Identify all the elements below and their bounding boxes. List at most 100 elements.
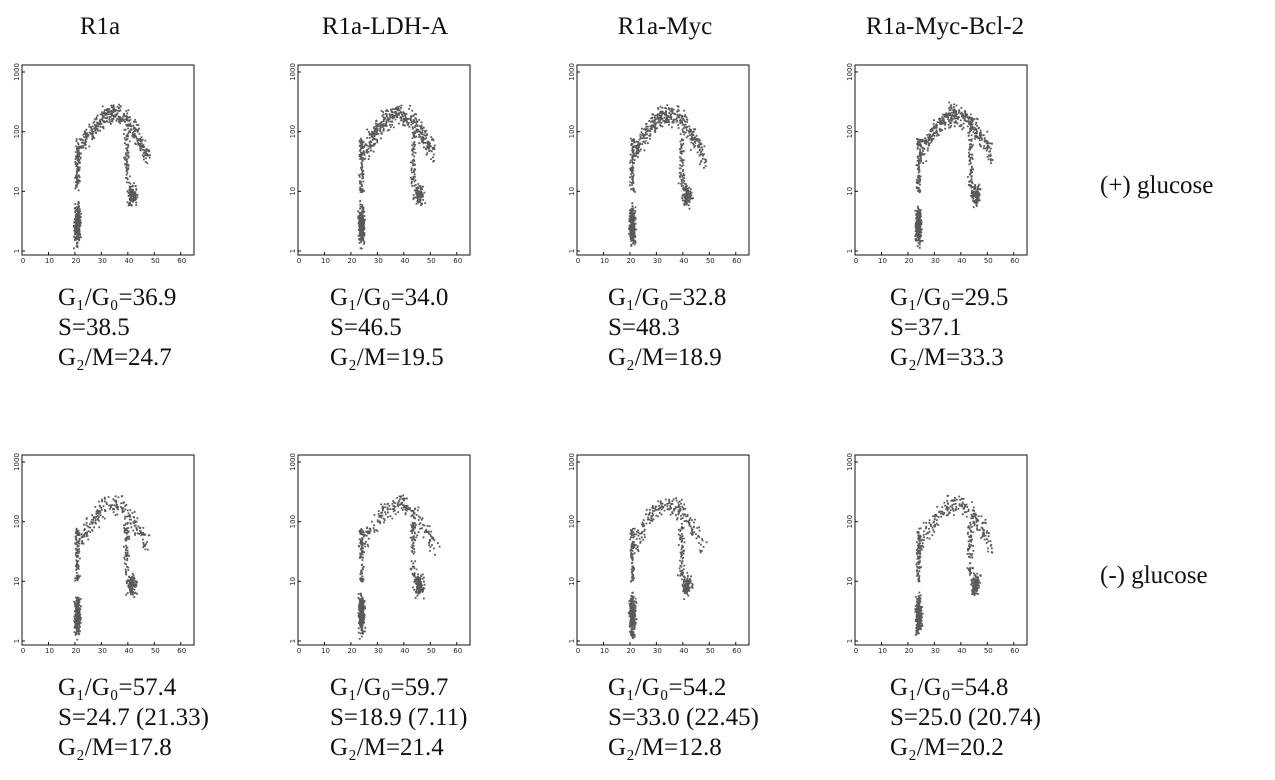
x-tick-label: 60	[1010, 257, 1019, 265]
x-tick-label: 50	[984, 257, 993, 265]
y-tick-label: 100	[846, 125, 854, 138]
x-tick-label: 20	[347, 647, 356, 655]
phase-stat: G₂/M=18.9	[608, 344, 722, 371]
row-label: (+) glucose	[1100, 172, 1213, 199]
phase-stat: G₁/G₀=34.0	[330, 284, 448, 311]
y-tick-label: 1	[13, 249, 21, 253]
x-tick-label: 60	[177, 647, 186, 655]
x-tick-label: 20	[626, 257, 635, 265]
y-tick-label: 1	[568, 249, 576, 253]
y-tick-label: 1	[846, 249, 854, 253]
y-tick-label: 1	[289, 639, 297, 643]
x-tick-label: 40	[400, 257, 409, 265]
y-tick-label: 100	[289, 515, 297, 528]
x-tick-label: 50	[151, 647, 160, 655]
x-tick-label: 50	[427, 647, 436, 655]
y-tick-label: 1000	[846, 453, 854, 471]
plot-frame	[21, 64, 195, 256]
phase-stat: G₁/G₀=59.7	[330, 674, 448, 701]
phase-stat: S=24.7 (21.33)	[58, 704, 209, 731]
column-title: R1a	[80, 13, 120, 40]
phase-stat: G₂/M=21.4	[330, 734, 444, 761]
x-tick-label: 60	[732, 257, 741, 265]
x-tick-label: 50	[706, 647, 715, 655]
x-tick-label: 30	[931, 647, 940, 655]
phase-stat: G₁/G₀=54.8	[890, 674, 1008, 701]
y-tick-label: 1	[289, 249, 297, 253]
x-tick-label: 0	[21, 647, 25, 655]
column-title: R1a-Myc-Bcl-2	[866, 13, 1024, 40]
flow-plot: 0 10 20 30 40 50 60 1 10 100 1000	[289, 63, 471, 265]
y-tick-label: 100	[13, 515, 21, 528]
y-tick-label: 100	[846, 515, 854, 528]
y-tick-label: 10	[846, 187, 854, 196]
y-tick-label: 100	[289, 125, 297, 138]
cell-dots	[627, 497, 708, 639]
phase-stat: G₂/M=33.3	[890, 344, 1004, 371]
x-tick-label: 60	[453, 257, 462, 265]
x-tick-label: 30	[98, 647, 107, 655]
y-tick-label: 1000	[568, 63, 576, 81]
phase-stat: G₁/G₀=36.9	[58, 284, 176, 311]
y-tick-label: 1000	[568, 453, 576, 471]
plot-frame	[297, 64, 471, 256]
x-tick-label: 0	[21, 257, 25, 265]
plot-frame	[854, 64, 1028, 256]
column-title: R1a-LDH-A	[322, 13, 448, 40]
x-tick-label: 60	[177, 257, 186, 265]
phase-stat: G₁/G₀=29.5	[890, 284, 1008, 311]
y-tick-label: 10	[13, 577, 21, 586]
x-tick-label: 20	[904, 257, 913, 265]
x-tick-label: 40	[124, 257, 133, 265]
y-tick-label: 1000	[289, 63, 297, 81]
flow-plot: 0 10 20 30 40 50 60 1 10 100 1000	[13, 453, 195, 655]
phase-stat: G₁/G₀=32.8	[608, 284, 726, 311]
y-tick-label: 100	[568, 125, 576, 138]
x-tick-label: 40	[400, 647, 409, 655]
x-tick-label: 0	[854, 647, 858, 655]
phase-stat: G₂/M=12.8	[608, 734, 722, 761]
x-tick-label: 20	[347, 257, 356, 265]
x-tick-label: 20	[626, 647, 635, 655]
phase-stat: S=33.0 (22.45)	[608, 704, 759, 731]
phase-stat: G₂/M=19.5	[330, 344, 444, 371]
phase-stat: S=37.1	[890, 314, 962, 341]
y-tick-label: 1000	[13, 63, 21, 81]
row-label: (-) glucose	[1100, 562, 1208, 589]
y-tick-label: 100	[568, 515, 576, 528]
x-tick-label: 50	[706, 257, 715, 265]
y-tick-label: 1000	[846, 63, 854, 81]
y-tick-label: 10	[13, 187, 21, 196]
y-tick-label: 1	[13, 639, 21, 643]
x-tick-label: 0	[297, 647, 301, 655]
cell-dots	[357, 494, 441, 640]
cell-dots	[914, 101, 994, 249]
plot-frame	[21, 454, 195, 646]
phase-stat: G₂/M=24.7	[58, 344, 172, 371]
x-tick-label: 30	[374, 647, 383, 655]
flow-plot: 0 10 20 30 40 50 60 1 10 100 1000	[846, 453, 1028, 655]
x-tick-label: 40	[679, 257, 688, 265]
x-tick-label: 40	[679, 647, 688, 655]
x-tick-label: 60	[453, 647, 462, 655]
x-tick-label: 40	[957, 257, 966, 265]
x-tick-label: 10	[600, 647, 609, 655]
x-tick-label: 10	[321, 257, 330, 265]
phase-stat: S=46.5	[330, 314, 402, 341]
x-tick-label: 40	[957, 647, 966, 655]
plot-frame	[576, 64, 750, 256]
x-tick-label: 50	[984, 647, 993, 655]
plot-frame	[576, 454, 750, 646]
y-tick-label: 1	[846, 639, 854, 643]
flow-plot: 0 10 20 30 40 50 60 1 10 100 1000	[568, 63, 750, 265]
flow-plot: 0 10 20 30 40 50 60 1 10 100 1000	[13, 63, 195, 265]
y-tick-label: 1000	[13, 453, 21, 471]
x-tick-label: 10	[45, 257, 54, 265]
phase-stat: G₂/M=20.2	[890, 734, 1004, 761]
x-tick-label: 0	[576, 257, 580, 265]
x-tick-label: 20	[904, 647, 913, 655]
plot-frame	[854, 454, 1028, 646]
y-tick-label: 1000	[289, 453, 297, 471]
x-tick-label: 20	[71, 647, 80, 655]
x-tick-label: 30	[653, 647, 662, 655]
